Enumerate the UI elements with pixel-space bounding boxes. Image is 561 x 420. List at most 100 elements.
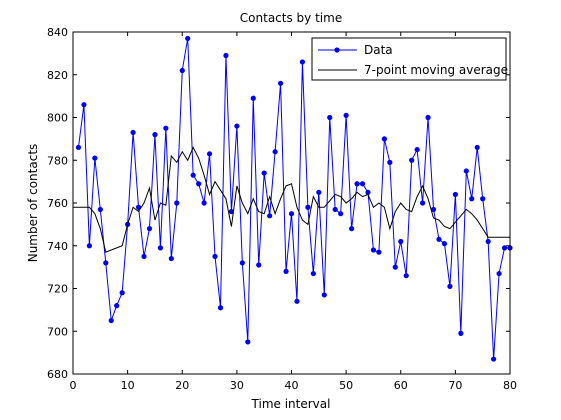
y-tick-label: 840 bbox=[47, 26, 68, 39]
data-point bbox=[103, 260, 109, 266]
data-series-line bbox=[77, 38, 510, 360]
data-point bbox=[97, 206, 103, 213]
data-point bbox=[491, 356, 497, 362]
data-point bbox=[321, 292, 327, 298]
x-tick-label: 60 bbox=[394, 379, 408, 392]
y-tick-label: 700 bbox=[47, 325, 68, 338]
data-point bbox=[354, 181, 360, 187]
data-point bbox=[86, 243, 92, 249]
data-point bbox=[152, 132, 158, 138]
y-tick-label: 780 bbox=[47, 154, 68, 167]
data-point bbox=[458, 330, 464, 336]
y-tick-label: 800 bbox=[47, 112, 68, 125]
data-point bbox=[114, 303, 120, 309]
data-point bbox=[206, 151, 213, 157]
x-tick-label: 0 bbox=[70, 379, 77, 392]
x-tick-label: 80 bbox=[503, 379, 517, 392]
data-point bbox=[327, 114, 333, 121]
data-point bbox=[376, 249, 382, 255]
data-point bbox=[245, 339, 251, 345]
data-point bbox=[212, 253, 218, 260]
data-point bbox=[261, 170, 267, 176]
data-point bbox=[370, 247, 377, 253]
data-point bbox=[348, 226, 355, 232]
y-tick-label: 740 bbox=[47, 240, 68, 253]
plot-area bbox=[73, 32, 510, 374]
moving-average-line bbox=[73, 146, 510, 253]
data-point bbox=[392, 264, 398, 270]
x-tick-label: 20 bbox=[175, 379, 189, 392]
legend-label-moving-average: 7-point moving average bbox=[364, 63, 508, 77]
data-point bbox=[316, 189, 322, 195]
data-point bbox=[359, 181, 366, 187]
data-point bbox=[234, 123, 240, 129]
data-point bbox=[409, 157, 415, 163]
data-point bbox=[201, 200, 207, 206]
data-point bbox=[75, 144, 82, 151]
data-point bbox=[403, 273, 409, 279]
legend-label-data: Data bbox=[364, 43, 393, 57]
data-point bbox=[179, 67, 185, 74]
data-point bbox=[157, 245, 163, 251]
data-point bbox=[288, 211, 295, 217]
data-point bbox=[430, 206, 437, 213]
data-point bbox=[310, 270, 316, 277]
data-point bbox=[228, 208, 235, 215]
data-point bbox=[168, 255, 174, 262]
x-tick-label: 30 bbox=[230, 379, 244, 392]
data-point bbox=[256, 262, 262, 268]
data-point bbox=[190, 172, 196, 178]
data-point bbox=[92, 155, 98, 161]
data-point bbox=[250, 95, 256, 101]
data-point bbox=[239, 260, 245, 266]
data-point bbox=[425, 114, 431, 121]
data-point bbox=[108, 317, 114, 324]
y-tick-label: 720 bbox=[47, 283, 68, 296]
x-tick-label: 70 bbox=[448, 379, 462, 392]
data-point bbox=[496, 270, 502, 277]
data-point bbox=[119, 290, 125, 296]
data-point bbox=[447, 283, 453, 289]
y-tick-label: 760 bbox=[47, 197, 68, 210]
legend: Data 7-point moving average bbox=[311, 37, 508, 81]
data-point bbox=[332, 206, 338, 213]
data-point bbox=[217, 305, 224, 311]
data-point bbox=[420, 200, 426, 206]
data-point bbox=[501, 245, 508, 251]
data-point bbox=[338, 211, 344, 217]
data-point bbox=[294, 298, 300, 304]
x-tick-label: 40 bbox=[285, 379, 299, 392]
data-point bbox=[441, 241, 448, 247]
data-point bbox=[81, 102, 87, 108]
data-point bbox=[141, 253, 147, 260]
data-point bbox=[474, 144, 480, 151]
data-point bbox=[398, 238, 404, 245]
data-point bbox=[452, 191, 458, 198]
legend-box bbox=[311, 37, 507, 81]
series-layer bbox=[73, 35, 513, 362]
data-point bbox=[196, 181, 202, 187]
x-axis-title: Time interval bbox=[251, 397, 331, 411]
data-point bbox=[185, 35, 191, 42]
data-point bbox=[387, 159, 393, 165]
data-point bbox=[272, 149, 278, 155]
data-point bbox=[174, 200, 180, 206]
data-point bbox=[480, 196, 486, 202]
data-point bbox=[463, 168, 469, 174]
data-point bbox=[283, 268, 289, 274]
data-point bbox=[485, 238, 491, 245]
ticks: 0 10 20 30 40 50 60 70 80 680 700 720 740 760 780 800 82… bbox=[47, 26, 517, 392]
data-point bbox=[436, 236, 442, 242]
chart-title: Contacts by time bbox=[240, 11, 342, 25]
data-point bbox=[469, 196, 475, 202]
y-axis-title: Number of contacts bbox=[26, 144, 40, 263]
data-point bbox=[135, 204, 142, 210]
y-tick-label: 680 bbox=[47, 368, 68, 381]
data-point bbox=[365, 189, 371, 195]
data-point bbox=[163, 125, 169, 131]
data-point bbox=[223, 52, 229, 59]
data-point bbox=[381, 136, 387, 142]
data-point bbox=[305, 204, 311, 210]
data-point bbox=[414, 146, 420, 153]
